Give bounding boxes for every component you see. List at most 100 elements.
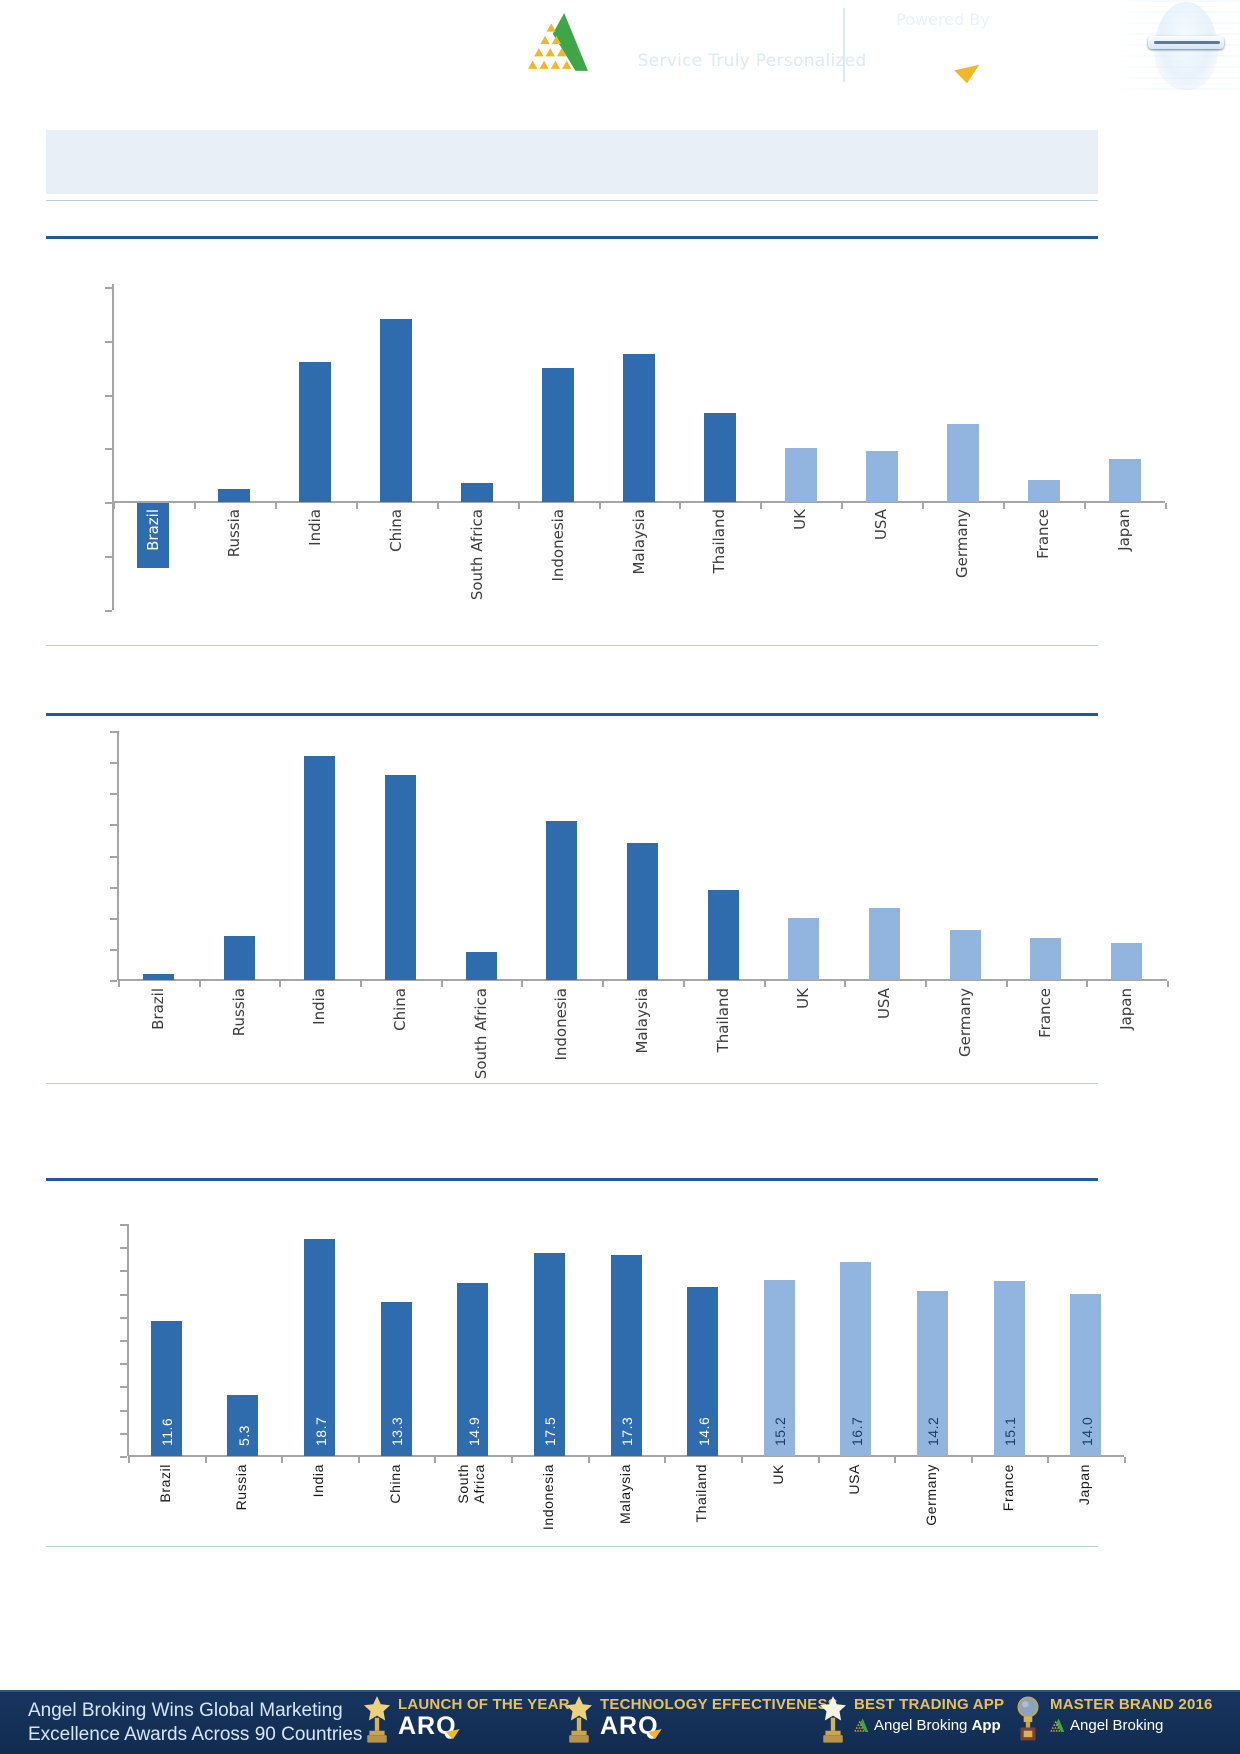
award-title: LAUNCH OF THE YEAR [398, 1696, 570, 1713]
x-axis-label: Indonesia [539, 1464, 556, 1531]
bar-russia [223, 936, 255, 980]
y-axis-tick [105, 394, 112, 397]
award-sub-brand: Angel Broking App [854, 1717, 1004, 1734]
x-axis-label: Malaysia [633, 988, 651, 1054]
x-axis-tick [970, 1457, 973, 1463]
brand-name: Angel Broking® [604, 9, 901, 49]
x-axis-label: Japan [1117, 988, 1136, 1030]
x-axis-tick [281, 1457, 284, 1463]
x-axis-label: Indonesia [548, 509, 567, 582]
x-axis-label: Germany [922, 1464, 939, 1526]
bar-usa [869, 908, 901, 980]
x-axis-tick [1124, 1457, 1126, 1463]
title-banner [46, 130, 1098, 194]
y-axis-tick [120, 1432, 127, 1435]
bar-value-label: 14.0 [1078, 1416, 1095, 1446]
award-title: BEST TRADING APP [854, 1696, 1005, 1713]
x-axis-tick [279, 981, 282, 987]
bar-brazil [142, 973, 174, 980]
x-axis-tick [763, 981, 766, 987]
y-axis-tick [110, 855, 117, 858]
x-axis-line [118, 979, 1167, 981]
bar-usa [865, 450, 898, 502]
x-axis-label: Brazil [143, 509, 162, 551]
brand-registered-mark: ® [888, 17, 901, 31]
bar-uk [763, 1279, 795, 1456]
bar-china [384, 774, 416, 980]
footer-message-line1: Angel Broking Wins Global Marketing [28, 1700, 343, 1721]
bar-indonesia [533, 1253, 565, 1456]
y-axis-tick [110, 980, 117, 983]
y-axis-tick [120, 1224, 127, 1226]
x-axis-tick [118, 981, 120, 987]
header-band: Angel Broking® Service Truly Personalize… [0, 0, 1240, 93]
header-divider [843, 8, 845, 82]
award-launch-of-the-year: LAUNCH OF THE YEAR ARQ [364, 1696, 570, 1746]
bar-value-label: 14.6 [695, 1416, 712, 1446]
award-sub-brand: Angel Broking [1050, 1717, 1213, 1734]
gold-star-trophy-icon [566, 1696, 592, 1743]
bar-south-africa [461, 483, 494, 502]
x-axis-tick [360, 981, 363, 987]
section-2-header-rule [46, 713, 1098, 716]
x-axis-tick [355, 503, 358, 509]
y-axis-tick [105, 556, 112, 559]
x-axis-label: Brazil [148, 988, 167, 1030]
bar-value-label: 14.2 [925, 1416, 942, 1446]
award-best-trading-app: BEST TRADING APP Angel Broking App [820, 1696, 1004, 1746]
y-axis-tick [120, 1340, 127, 1342]
y-axis-tick [120, 1293, 127, 1296]
y-axis-tick [110, 948, 117, 951]
x-axis-label: France [999, 1464, 1016, 1512]
footer-message-line2: Excellence Awards Across 90 Countries [28, 1723, 363, 1745]
white-star-trophy-icon [820, 1696, 846, 1743]
section-1-header-rule [46, 236, 1098, 239]
globe-trophy-icon [1017, 1696, 1039, 1741]
x-axis-tick [602, 981, 605, 987]
x-axis-tick [1003, 503, 1006, 509]
x-axis-tick [1084, 503, 1087, 509]
angel-broking-mini-logo-icon [1050, 1718, 1065, 1733]
x-axis-tick [924, 981, 927, 987]
x-axis-tick [894, 1457, 897, 1463]
bar-value-label: 11.6 [159, 1417, 176, 1446]
x-axis-tick [1167, 981, 1169, 987]
x-axis-tick [817, 1457, 820, 1463]
y-axis-tick [110, 762, 117, 765]
y-axis-line [117, 731, 119, 980]
bar-germany [949, 930, 981, 980]
logo-yellow-triangles [528, 23, 572, 69]
y-axis-tick [110, 793, 117, 796]
y-axis-tick [105, 609, 112, 612]
bar-indonesia [542, 367, 575, 502]
x-axis-tick [113, 503, 115, 509]
x-axis-label: France [1034, 509, 1053, 559]
bar-russia [227, 1394, 259, 1456]
y-axis-tick [120, 1456, 127, 1458]
bar-france [993, 1280, 1025, 1456]
arq-logo: ARQ® [860, 32, 1020, 76]
gold-star-trophy-icon [364, 1696, 390, 1743]
y-axis-tick [105, 448, 112, 451]
y-axis-tick [120, 1409, 127, 1412]
y-axis-tick [120, 1363, 127, 1366]
y-axis-line [127, 1224, 129, 1456]
separator-line-light [46, 200, 1098, 201]
x-axis-label: UK [791, 509, 810, 530]
brand-row: Angel Broking® Service Truly Personalize… [528, 10, 900, 76]
x-axis-tick [664, 1457, 667, 1463]
x-axis-label: South Africa [471, 988, 490, 1080]
y-axis-tick [110, 824, 117, 827]
x-axis-label: Germany [955, 988, 974, 1057]
x-axis-label: Russia [224, 509, 243, 558]
x-axis-tick [1165, 503, 1167, 509]
x-axis-label: UK [769, 1464, 786, 1485]
powered-by-label: Powered By [896, 10, 990, 29]
x-axis-tick [440, 981, 443, 987]
brand-text: Angel Broking® Service Truly Personalize… [604, 10, 900, 71]
x-axis-label: Malaysia [629, 509, 648, 575]
award-title: MASTER BRAND 2016 [1050, 1696, 1213, 1713]
y-axis-tick [105, 502, 112, 505]
